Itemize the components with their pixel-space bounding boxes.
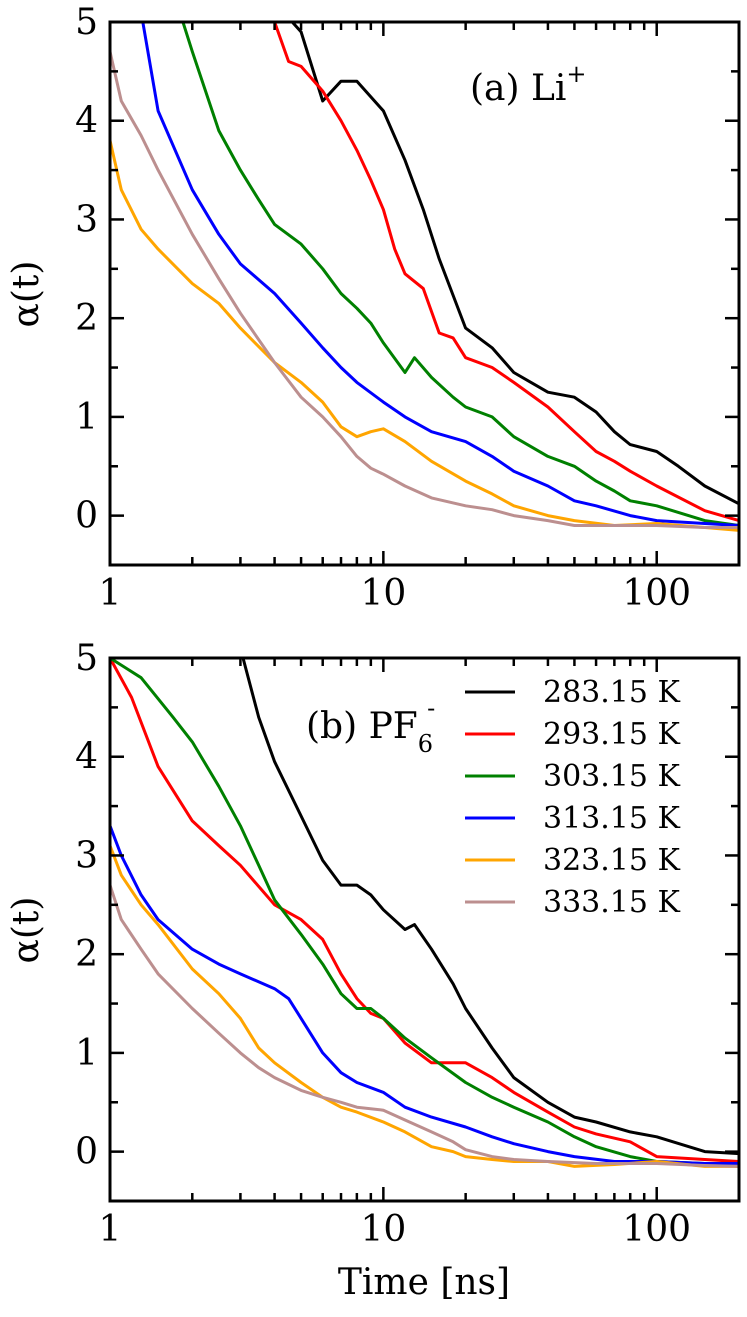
y-tick-label: 0 <box>75 496 98 537</box>
panel-b-title-main: (b) PF <box>306 706 418 747</box>
series-line-panel-b-0 <box>241 658 739 1156</box>
x-tick-label: 100 <box>622 573 691 614</box>
y-tick-label: 2 <box>75 298 98 339</box>
panel-b-frame <box>108 656 741 1203</box>
panel-b-title-sub: 6 <box>418 730 433 758</box>
series-line-panel-a-5 <box>110 50 739 529</box>
series-line-panel-b-1 <box>110 658 739 1163</box>
x-tick-label: 10 <box>360 573 406 614</box>
series-line-panel-a-1 <box>272 22 739 523</box>
panel-a-ylabel: α(t) <box>6 261 47 328</box>
panel-a-title-main: (a) Li <box>470 68 566 109</box>
legend-label: 293.15 K <box>543 717 681 752</box>
y-tick-label: 5 <box>75 638 98 679</box>
panel-b-ylabel: α(t) <box>6 897 47 964</box>
y-tick-label: 1 <box>75 397 98 438</box>
legend-label: 283.15 K <box>543 675 681 710</box>
x-tick-label: 1 <box>99 1209 122 1250</box>
series-line-panel-b-3 <box>110 824 739 1165</box>
y-tick-label: 5 <box>75 2 98 43</box>
panel-a-series <box>110 22 739 532</box>
y-tick-label: 2 <box>75 934 98 975</box>
series-line-panel-a-4 <box>110 139 739 532</box>
y-tick-label: 1 <box>75 1033 98 1074</box>
legend: 283.15 K 293.15 K 303.15 K 313.15 K 323.15 K… <box>465 675 681 920</box>
series-line-panel-a-0 <box>290 22 739 506</box>
x-tick-label: 10 <box>360 1209 406 1250</box>
legend-label: 333.15 K <box>543 885 681 920</box>
panel-b-title-sup: - <box>427 694 435 722</box>
y-tick-label: 0 <box>75 1132 98 1173</box>
legend-label: 313.15 K <box>543 801 681 836</box>
series-line-panel-b-2 <box>110 658 739 1168</box>
x-axis-title: Time [ns] <box>338 1262 510 1303</box>
series-line-panel-a-3 <box>141 22 739 527</box>
panel-b-title: (b) PF6 - <box>306 694 435 758</box>
panel-a-title: (a) Li+ <box>470 60 587 109</box>
y-tick-label: 4 <box>75 101 98 142</box>
y-tick-label: 4 <box>75 737 98 778</box>
x-tick-label: 1 <box>99 573 122 614</box>
series-line-panel-a-2 <box>181 22 739 527</box>
x-tick-label: 100 <box>622 1209 691 1250</box>
legend-label: 323.15 K <box>543 843 681 878</box>
legend-label: 303.15 K <box>543 759 681 794</box>
y-tick-label: 3 <box>75 199 98 240</box>
panel-a-title-sup: + <box>566 60 586 88</box>
panel-a-ticks <box>108 20 741 567</box>
series-line-panel-b-5 <box>110 883 739 1168</box>
panel-a-frame <box>108 20 741 567</box>
panel-b-ticks <box>108 656 741 1203</box>
panel-b-series <box>110 658 739 1168</box>
series-line-panel-b-4 <box>110 844 739 1168</box>
y-tick-label: 3 <box>75 835 98 876</box>
